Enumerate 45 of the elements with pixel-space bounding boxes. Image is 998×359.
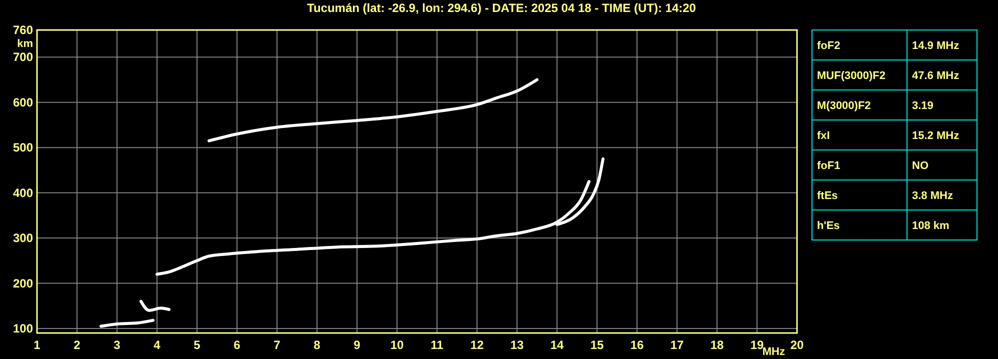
- x-tick-label: 9: [354, 338, 361, 352]
- text: ftEs: [817, 190, 838, 202]
- x-tick-label: 4: [154, 338, 161, 352]
- x-tick-label: 17: [670, 338, 684, 352]
- text: 15.2 MHz: [912, 130, 960, 142]
- text: foF1: [817, 160, 840, 172]
- text: MUF(3000)F2: [817, 70, 886, 82]
- y-tick-label: 600: [12, 95, 34, 110]
- y-tick-label: 700: [12, 50, 34, 64]
- y-tick-label: 500: [12, 140, 34, 155]
- text: 3.19: [912, 100, 934, 112]
- y-tick-label: 100: [12, 321, 34, 336]
- text: M(3000)F2: [817, 100, 871, 112]
- text: 108 km: [912, 220, 950, 232]
- x-tick-label: 1: [34, 338, 41, 352]
- x-tick-label: 5: [194, 338, 201, 352]
- x-tick-label: 11: [430, 338, 444, 352]
- x-tick-label: 14: [550, 338, 564, 352]
- x-tick-label: 12: [470, 338, 484, 352]
- x-tick-label: 13: [510, 338, 524, 352]
- x-tick-label: 18: [710, 338, 724, 352]
- text: NO: [912, 160, 929, 172]
- y-tick-label: 760: [12, 23, 34, 37]
- text: 47.6 MHz: [912, 70, 960, 82]
- text: fxI: [817, 130, 830, 142]
- x-tick-label: 10: [390, 338, 404, 352]
- y-tick-label: 300: [12, 231, 34, 246]
- x-tick-label: 8: [314, 338, 321, 352]
- y-tick-label: 400: [12, 186, 34, 200]
- text: h'Es: [817, 220, 840, 232]
- chart-title: Tucumán (lat: -26.9, lon: 294.6) - DATE: 2025 04 18 - TIME (UT): 14:20: [307, 1, 696, 15]
- text: 14.9 MHz: [912, 40, 960, 52]
- x-tick-label: 16: [630, 338, 644, 352]
- x-tick-label: 20: [790, 338, 804, 352]
- x-tick-label: 6: [234, 338, 241, 352]
- x-tick-label: 2: [74, 338, 81, 352]
- x-tick-label: 7: [274, 338, 281, 352]
- text: 3.8 MHz: [912, 190, 954, 202]
- x-tick-label: 19: [750, 338, 764, 352]
- x-axis-title: MHz: [762, 346, 786, 358]
- y-axis-title: km: [17, 38, 34, 50]
- y-tick-label: 200: [12, 276, 34, 290]
- x-tick-label: 3: [114, 338, 121, 352]
- x-tick-label: 15: [590, 338, 604, 352]
- text: foF2: [817, 40, 840, 52]
